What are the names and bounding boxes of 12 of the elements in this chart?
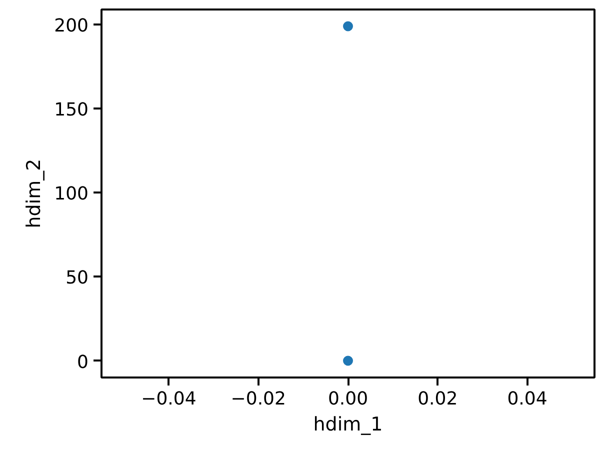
y-axis-title: hdim_2 bbox=[23, 158, 46, 228]
x-tick-label: 0.04 bbox=[507, 388, 548, 410]
x-tick-label: −0.04 bbox=[141, 388, 196, 410]
x-tick-label: −0.02 bbox=[230, 388, 286, 410]
x-axis-title: hdim_1 bbox=[313, 414, 383, 436]
x-tick-label: 0.02 bbox=[418, 388, 458, 410]
y-tick-label: 50 bbox=[66, 268, 88, 289]
y-tick-label: 200 bbox=[54, 16, 89, 37]
y-tick-label: 0 bbox=[77, 352, 88, 373]
x-tick-label: 0.00 bbox=[328, 388, 368, 410]
y-tick-label: 150 bbox=[54, 100, 89, 121]
y-tick-label: 100 bbox=[54, 184, 89, 205]
